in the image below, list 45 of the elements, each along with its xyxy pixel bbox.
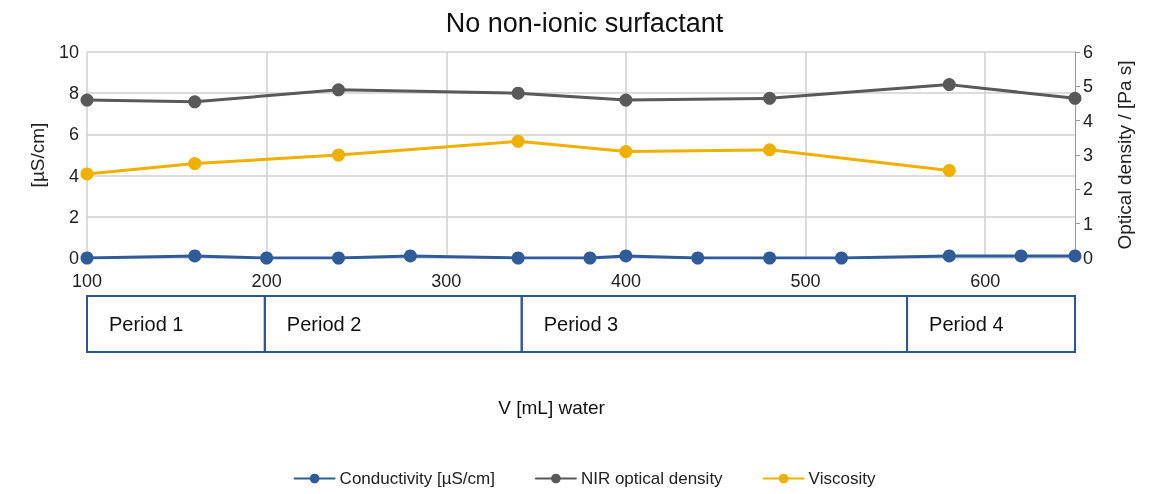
text: Period 3	[543, 313, 619, 335]
point	[619, 145, 633, 159]
point	[1068, 91, 1082, 105]
point	[511, 86, 525, 100]
point	[80, 167, 94, 181]
legend-label: Viscosity	[808, 469, 876, 488]
point	[763, 91, 777, 105]
legend-label: NIR optical density	[580, 469, 724, 488]
text: V [mL] water	[498, 396, 606, 418]
y2-tick-label: 3	[1083, 145, 1094, 165]
chart-title: No non-ionic surfactant	[445, 7, 724, 38]
point	[80, 93, 94, 107]
point	[511, 134, 525, 148]
y-tick-label: 10	[58, 42, 79, 62]
x-tick-label: 600	[970, 271, 1001, 291]
point	[942, 163, 956, 177]
point	[942, 78, 956, 92]
y2-tick-label: 6	[1083, 42, 1094, 62]
y2-tick-label: 5	[1083, 76, 1094, 97]
x-tick-label: 100	[71, 271, 103, 291]
y2-axis-title: Optical density / [Pa s]	[1114, 60, 1135, 250]
text: Period 4	[929, 313, 1004, 335]
legend-label: Conductivity [µS/cm]	[339, 469, 495, 488]
point	[332, 83, 345, 97]
y-tick-label: 0	[68, 248, 79, 268]
x-tick-label: 200	[251, 271, 282, 291]
point	[188, 95, 202, 109]
y2-tick-label: 1	[1083, 213, 1094, 234]
x-tick-label: 500	[790, 271, 821, 291]
point	[763, 143, 777, 157]
text: Period 2	[286, 313, 362, 335]
y-tick-label: 8	[68, 83, 79, 104]
y-tick-label: 6	[68, 124, 79, 145]
y2-tick-label: 2	[1083, 179, 1094, 200]
y-axis-title: [µS/cm]	[27, 122, 48, 188]
y-tick-label: 2	[68, 206, 79, 227]
point	[619, 93, 633, 107]
y2-tick-label: 0	[1083, 248, 1094, 268]
y2-tick-label: 4	[1083, 110, 1094, 131]
x-tick-label: 400	[610, 271, 641, 291]
text: Period 1	[109, 313, 184, 335]
point	[332, 148, 345, 162]
x-tick-label: 300	[431, 271, 462, 291]
point	[188, 157, 202, 171]
y-tick-label: 4	[68, 165, 79, 186]
